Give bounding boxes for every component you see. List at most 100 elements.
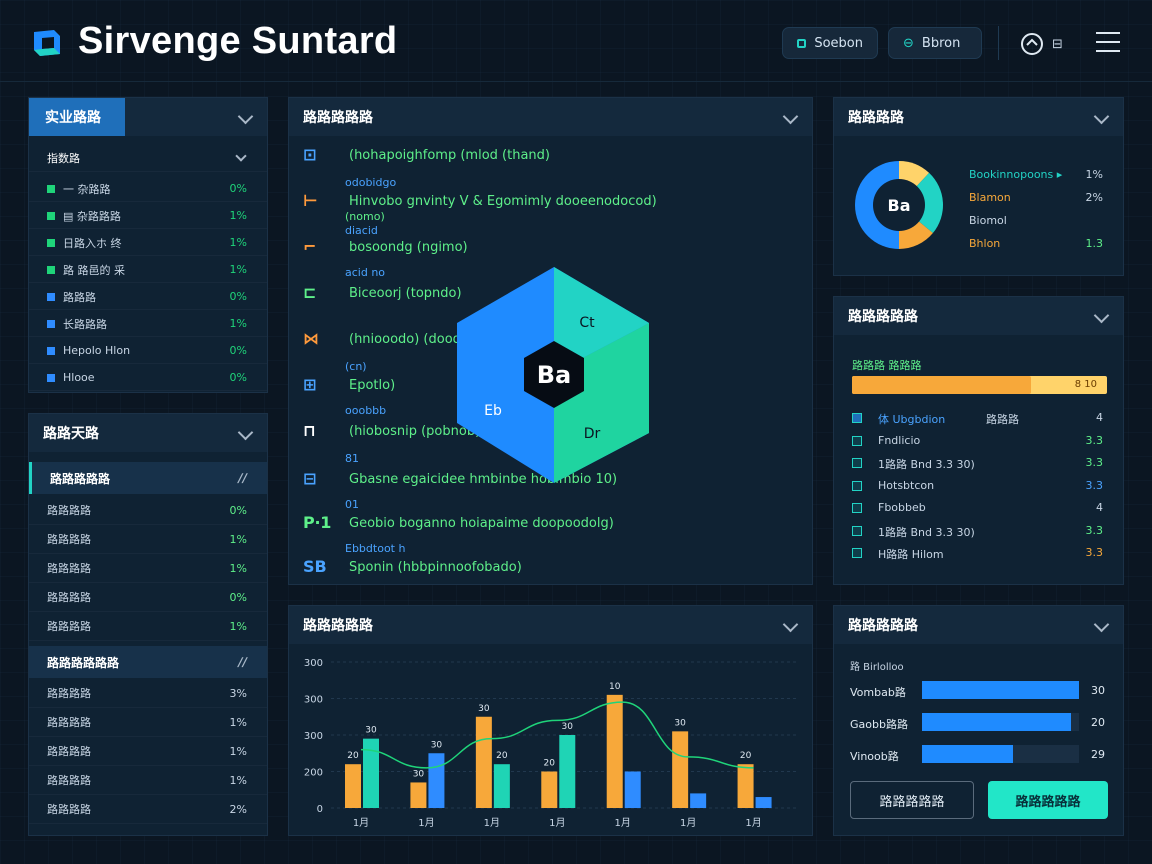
list-icon: ⊓: [303, 421, 316, 440]
row-icon: [852, 480, 862, 491]
list-item-label: 路路路路: [47, 533, 91, 546]
chevron-down-icon[interactable]: [237, 424, 254, 441]
sidebar-item-value: 0%: [229, 371, 247, 384]
chevron-down-icon[interactable]: [235, 150, 247, 162]
sidebar-item[interactable]: 路路路 0%: [29, 284, 267, 310]
chevron-down-icon[interactable]: [1093, 307, 1110, 324]
logo-icon: [34, 30, 60, 56]
progress-row-label: 体 Ubgbdion: [878, 413, 946, 426]
list-icon: ⊡: [303, 145, 317, 164]
hexagon-graphic: Ba Ct Eb Dr: [457, 267, 649, 483]
progress-row-value: 3.3: [1085, 478, 1104, 492]
progress-track: 8 10: [852, 376, 1107, 394]
progress-row-value: 3.3: [1085, 523, 1104, 537]
sidebar-item-value: 0%: [229, 182, 247, 195]
sidebar-item[interactable]: 日路入ホ 终 1%: [29, 230, 267, 256]
list-item-label: 路路路路: [47, 687, 91, 700]
list-item[interactable]: 路路路路 0%: [29, 583, 267, 612]
bar: [606, 694, 623, 808]
list-text: (nomo): [345, 210, 385, 223]
bar-data-label: 20: [347, 751, 359, 761]
chevron-down-icon[interactable]: [1093, 108, 1110, 125]
list-item[interactable]: 路路路路 1%: [29, 766, 267, 795]
hex-label-top: Ct: [579, 315, 595, 331]
tab-active[interactable]: 实业路路: [29, 98, 125, 136]
nav-button-bbron[interactable]: ⊖ Bbron: [888, 27, 982, 59]
panel-header: 路路路路路: [289, 606, 812, 644]
list-item-value: 1%: [229, 532, 247, 546]
list-item-label: 路路路路: [47, 774, 91, 787]
donut-legend-label: Bookinnopoons ▸: [969, 168, 1063, 181]
hex-label-right: Dr: [584, 426, 601, 442]
subtitle-row[interactable]: 指数路: [29, 144, 267, 172]
y-tick-label: 0: [317, 804, 323, 815]
sidebar-item-value: 0%: [229, 344, 247, 357]
y-tick-label: 300: [304, 695, 323, 706]
bar-data-label: 30: [413, 769, 425, 779]
list-item-value: 2%: [229, 802, 247, 816]
hbar-panel: 路路路路路 路 Birlolloo Vombab路 30 Gaobb路路 20 Vino…: [833, 605, 1124, 836]
list-text: (cn): [345, 360, 367, 373]
list-text: (hohapoighfomp (mlod (thand): [349, 148, 550, 163]
bullet-icon: [47, 238, 55, 247]
list-item[interactable]: 路路路路 1%: [29, 525, 267, 554]
list-item[interactable]: 路路路路 2%: [29, 795, 267, 824]
list-item[interactable]: 路路路路 1%: [29, 737, 267, 766]
progress-value: 8 10: [1074, 379, 1097, 390]
sidebar-item[interactable]: Hlooe 0%: [29, 365, 267, 391]
list-item[interactable]: 路路路路 1%: [29, 612, 267, 641]
x-tick-label: 1月: [745, 817, 761, 829]
sidebar-item[interactable]: 一 杂路路 0%: [29, 176, 267, 202]
hbar-value: 30: [1091, 684, 1105, 697]
bar-data-label: 20: [544, 759, 556, 769]
nav-button-label: Soebon: [814, 35, 863, 51]
chevron-down-icon[interactable]: [237, 108, 254, 125]
hbar-track: [922, 713, 1079, 731]
app-title: Sirvenge Suntard: [78, 20, 398, 62]
primary-button[interactable]: 路路路路路: [988, 781, 1108, 819]
list-item-label: 路路路路: [47, 716, 91, 729]
list-icon: P‧1: [303, 513, 332, 532]
progress-row-label: Fbobbeb: [878, 501, 926, 514]
hbar-track: [922, 681, 1079, 699]
panel-header: 路路路路路: [834, 297, 1123, 335]
list-item[interactable]: 路路路路 1%: [29, 554, 267, 583]
user-menu[interactable]: ⊟: [1020, 32, 1063, 56]
chevron-down-icon[interactable]: [782, 616, 799, 633]
list-icon: ⊟: [303, 469, 317, 488]
sidebar-item-value: 1%: [229, 209, 247, 222]
trend-line: [360, 701, 754, 769]
donut-legend-label: Biomol: [969, 214, 1007, 227]
panel-title: 路路路路路: [303, 618, 373, 634]
list-item[interactable]: 路路路路 1%: [29, 708, 267, 737]
progress-row-value: 3.3: [1085, 433, 1104, 447]
list-item-label: 路路路路: [47, 620, 91, 633]
chevron-down-icon[interactable]: [782, 108, 799, 125]
nav-button-label: Bbron: [921, 35, 961, 51]
sidebar-item[interactable]: 长路路路 1%: [29, 311, 267, 337]
progress-row-label: Hotsbtcon: [878, 478, 935, 492]
subtitle: 指数路: [47, 151, 80, 165]
group-header[interactable]: 路路路路路路 ∕∕: [29, 646, 267, 678]
bar: [428, 753, 445, 808]
progress-row-label: 1路路 Bnd 3.3 30): [878, 458, 975, 471]
row-icon: [852, 435, 862, 446]
sidebar-item[interactable]: ▤ 杂路路路 1%: [29, 203, 267, 229]
bar-data-label: 30: [365, 726, 377, 736]
list-item[interactable]: 路路路路 0%: [29, 496, 267, 525]
chevron-down-icon[interactable]: [1093, 616, 1110, 633]
progress-panel: 路路路路路 路路路 路路路 8 10 体 Ubgbdion 路路路 4 Fndlici…: [833, 296, 1124, 585]
sidebar-item[interactable]: 路 路邑的 采 1%: [29, 257, 267, 283]
donut-legend-label: Blamon: [969, 191, 1011, 204]
list-item[interactable]: 路路路路 3%: [29, 679, 267, 708]
hamburger-menu-icon[interactable]: [1096, 32, 1120, 52]
nav-button-soebon[interactable]: Soebon: [782, 27, 878, 59]
link-icon: ⊖: [903, 35, 914, 51]
donut-center-label: Ba: [888, 196, 911, 215]
bar: [541, 771, 558, 808]
outline-button[interactable]: 路路路路路: [850, 781, 974, 819]
sidebar-item[interactable]: Hepolo Hlon 0%: [29, 338, 267, 364]
y-tick-label: 300: [304, 731, 323, 742]
group-header[interactable]: 路路路路路 ∕∕: [29, 462, 267, 494]
hbar-label: Vombab路: [850, 686, 906, 699]
